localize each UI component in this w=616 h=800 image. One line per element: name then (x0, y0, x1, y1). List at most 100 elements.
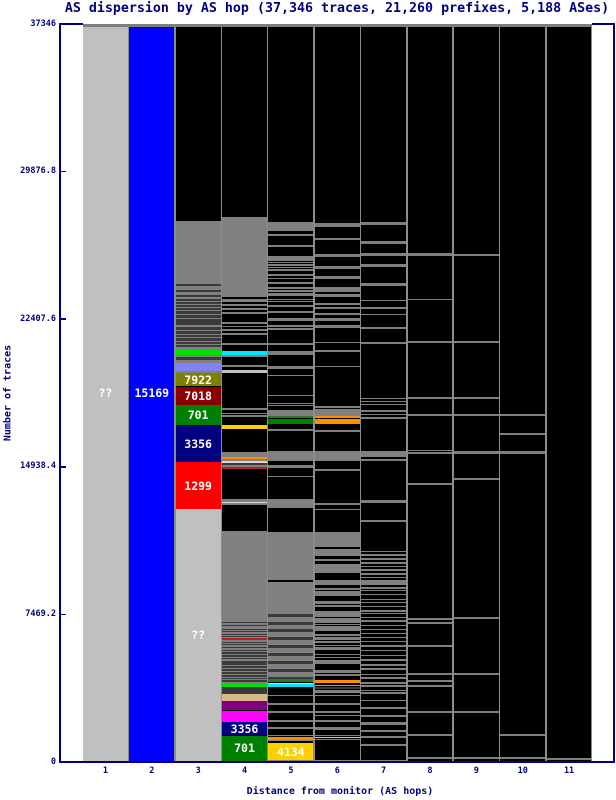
x-tick-label: 3 (195, 766, 201, 776)
as-segment (314, 622, 360, 624)
as-segment (314, 406, 360, 408)
as-column-hop-1: ?? (83, 24, 128, 762)
x-tick-label: 7 (381, 766, 387, 776)
as-segment (407, 644, 453, 648)
as-segment (314, 307, 360, 310)
as-segment (175, 372, 221, 387)
as-segment (361, 689, 407, 691)
as-segment (222, 631, 267, 633)
as-segment (268, 233, 314, 237)
as-segment (222, 461, 267, 463)
as-segment (268, 684, 314, 687)
as-segment (314, 302, 360, 305)
as-segment (453, 253, 499, 257)
as-segment (314, 639, 360, 642)
as-segment (361, 649, 407, 652)
as-segment (268, 278, 314, 280)
as-segment (268, 405, 314, 407)
as-segment (361, 500, 407, 502)
as-segment (268, 409, 314, 417)
as-segment (222, 638, 267, 640)
as-label-3356: 3356 (230, 722, 259, 736)
as-segment (222, 679, 267, 683)
as-segment (361, 568, 407, 571)
as-segment (314, 294, 360, 298)
as-segment (314, 646, 360, 648)
as-segment (268, 328, 314, 330)
as-segment (361, 580, 407, 586)
as-segment (361, 557, 407, 561)
as-segment (268, 301, 314, 303)
as-segment (314, 617, 360, 681)
as-segment (546, 757, 592, 761)
as-segment (361, 562, 407, 564)
as-segment (268, 498, 314, 509)
as-segment (175, 290, 221, 293)
as-segment (314, 655, 360, 657)
as-column-hop-11 (546, 24, 592, 762)
as-segment (314, 508, 360, 511)
as-segment (500, 757, 546, 760)
as-segment (314, 630, 360, 635)
as-segment (268, 267, 314, 269)
as-segment (175, 362, 221, 372)
as-segment (361, 616, 407, 618)
as-segment (222, 466, 267, 469)
as-label-4134: 4134 (277, 744, 305, 759)
as-segment (314, 735, 360, 737)
as-segment (407, 733, 453, 737)
x-tick-label: 6 (334, 766, 340, 776)
as-segment (314, 287, 360, 293)
as-segment (222, 633, 267, 635)
as-segment (268, 739, 314, 742)
as-segment (361, 590, 407, 592)
as-segment (268, 475, 314, 477)
as-segment (314, 223, 360, 227)
as-segment (222, 663, 267, 666)
as-segment (361, 624, 407, 626)
as-segment (453, 757, 499, 760)
as-segment (268, 269, 314, 271)
as-segment (314, 617, 360, 619)
as-segment (361, 417, 407, 419)
as-segment (407, 672, 453, 676)
as-segment (222, 326, 267, 328)
as-segment (314, 636, 360, 638)
as-segment (361, 659, 407, 662)
as-segment (314, 265, 360, 269)
as-segment (175, 342, 221, 345)
as-column-hop-3: 7922 7018 701 3356 1299?? (175, 24, 221, 762)
as-segment (314, 607, 360, 611)
as-segment (222, 452, 267, 457)
as-segment (361, 664, 407, 667)
as-label-7922: 7922 (184, 372, 212, 387)
as-segment (314, 418, 360, 424)
as-segment (361, 707, 407, 709)
as-segment (314, 672, 360, 674)
as-segment (268, 325, 314, 327)
as-segment (407, 253, 453, 256)
as-segment (314, 275, 360, 279)
as-segment (407, 452, 453, 455)
as-segment (268, 318, 314, 321)
as-segment (314, 350, 360, 353)
as-segment (361, 264, 407, 267)
as-segment (407, 679, 453, 682)
as-segment (407, 340, 453, 344)
as-segment (222, 660, 267, 663)
as-segment (222, 457, 267, 459)
as-segment (268, 719, 314, 722)
as-segment (500, 432, 546, 435)
as-column-hop-10 (500, 24, 546, 762)
as-segment (314, 664, 360, 670)
as-segment (222, 530, 267, 683)
as-segment (314, 658, 360, 660)
as-segment (314, 547, 360, 549)
y-tick-label: 14938.4 (20, 461, 56, 472)
as-segment (361, 692, 407, 694)
as-label-7018: 7018 (184, 388, 212, 403)
as-segment (361, 667, 407, 671)
as-segment (268, 614, 314, 617)
as-segment (361, 744, 407, 747)
